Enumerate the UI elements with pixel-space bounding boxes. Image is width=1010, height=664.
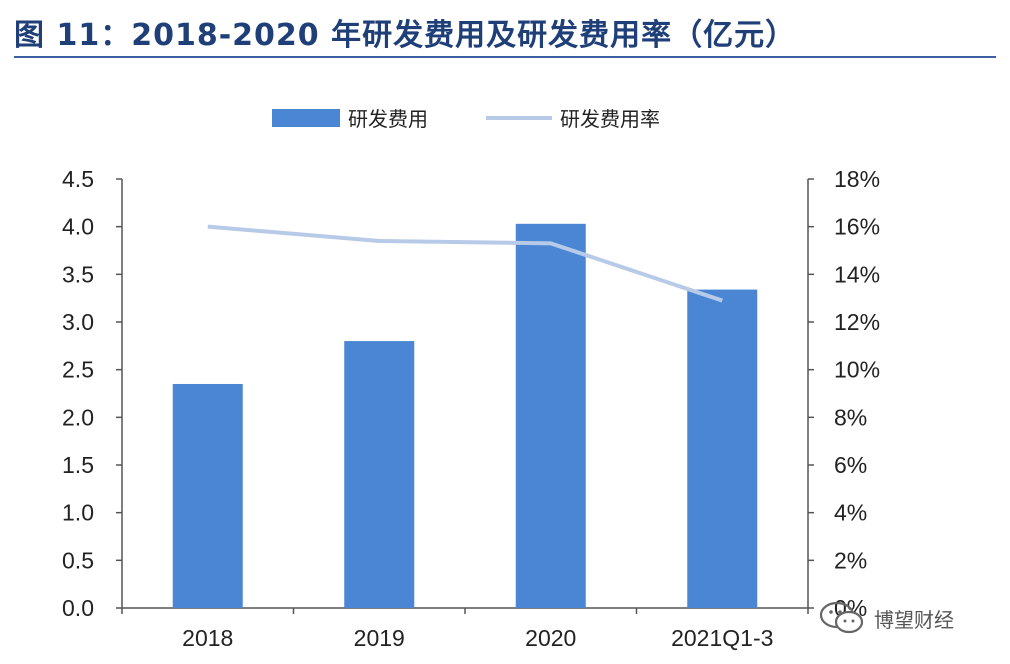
wechat-icon (819, 601, 864, 634)
rate-line (207, 224, 723, 303)
left-tick-label: 1.5 (62, 452, 94, 478)
title-divider (14, 56, 996, 58)
right-tick-label: 2% (834, 547, 867, 573)
legend-bar-swatch (272, 109, 340, 127)
x-tick-label: 2019 (354, 625, 405, 651)
left-tick-label: 2.5 (62, 357, 94, 383)
x-tick-label: 2018 (182, 625, 233, 651)
left-tick-label: 2.0 (62, 404, 94, 430)
left-tick-label: 3.0 (62, 309, 94, 335)
watermark: 博望财经 (818, 600, 954, 636)
right-tick-label: 8% (834, 404, 867, 430)
bar-2018 (172, 383, 243, 608)
x-tick-label: 2021Q1-3 (671, 625, 773, 651)
x-tick-label: 2020 (525, 625, 576, 651)
bar-2021Q1-3 (687, 289, 758, 608)
left-tick-label: 1.0 (62, 500, 94, 526)
left-tick-label: 4.0 (62, 214, 94, 240)
right-tick-label: 16% (834, 214, 880, 240)
legend-bar-label: 研发费用 (348, 107, 428, 131)
right-tick-label: 12% (834, 309, 880, 335)
legend-line-label: 研发费用率 (560, 107, 660, 131)
right-tick-label: 18% (834, 166, 880, 192)
left-tick-label: 4.5 (62, 166, 94, 192)
right-tick-label: 14% (834, 261, 880, 287)
left-tick-label: 0.0 (62, 595, 94, 621)
right-tick-label: 6% (834, 452, 867, 478)
watermark-text: 博望财经 (874, 607, 954, 632)
bar-2019 (344, 341, 415, 608)
bar-2020 (515, 223, 586, 608)
chart-title: 图 11：2018-2020 年研发费用及研发费用率（亿元） (14, 18, 797, 53)
left-tick-label: 0.5 (62, 547, 94, 573)
right-tick-label: 4% (834, 500, 867, 526)
left-tick-label: 3.5 (62, 261, 94, 287)
right-tick-label: 10% (834, 357, 880, 383)
